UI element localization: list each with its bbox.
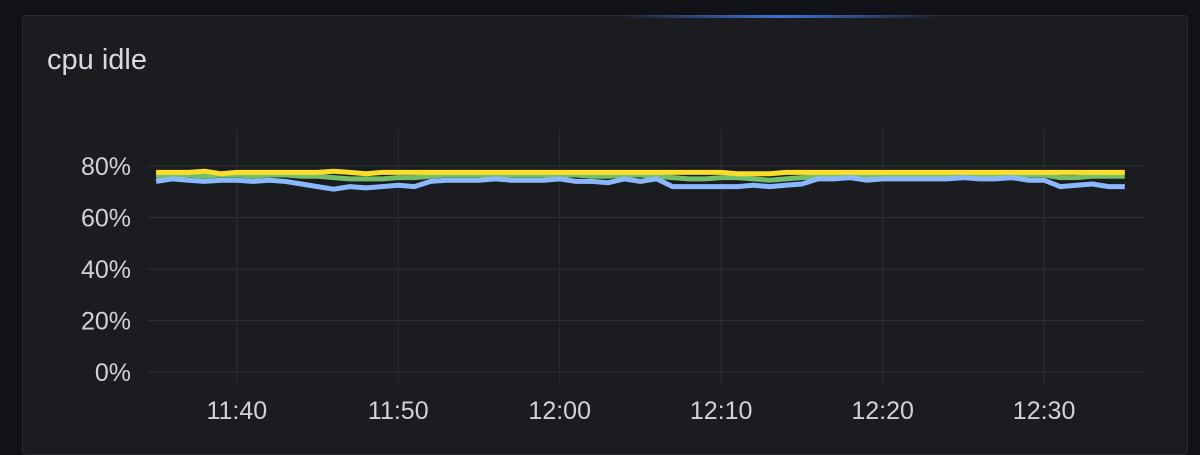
chart-panel: [22, 15, 1188, 455]
loading-indicator: [620, 15, 940, 18]
x-tick-label: 12:00: [528, 397, 591, 425]
y-tick-label: 40%: [81, 256, 131, 284]
series-line-2[interactable]: [155, 175, 1125, 192]
series-line-1[interactable]: [156, 168, 1125, 177]
line-chart: 0% 20% 40% 60% 80% 11:40 11:50 12:00 12:10 12:20…: [81, 130, 1145, 425]
x-tick-label: 11:50: [368, 397, 429, 425]
x-tick-label: 12:30: [1013, 397, 1076, 425]
x-tick-label: 12:10: [690, 397, 753, 425]
series-line-0[interactable]: [155, 172, 1125, 183]
x-tick-label: 11:40: [206, 397, 267, 425]
x-tick-label: 12:20: [851, 397, 914, 425]
y-tick-label: 60%: [81, 205, 131, 233]
y-tick-label: 0%: [95, 359, 131, 387]
y-tick-label: 20%: [81, 308, 131, 336]
y-tick-label: 80%: [81, 153, 131, 181]
panel-title[interactable]: cpu idle: [47, 44, 147, 76]
